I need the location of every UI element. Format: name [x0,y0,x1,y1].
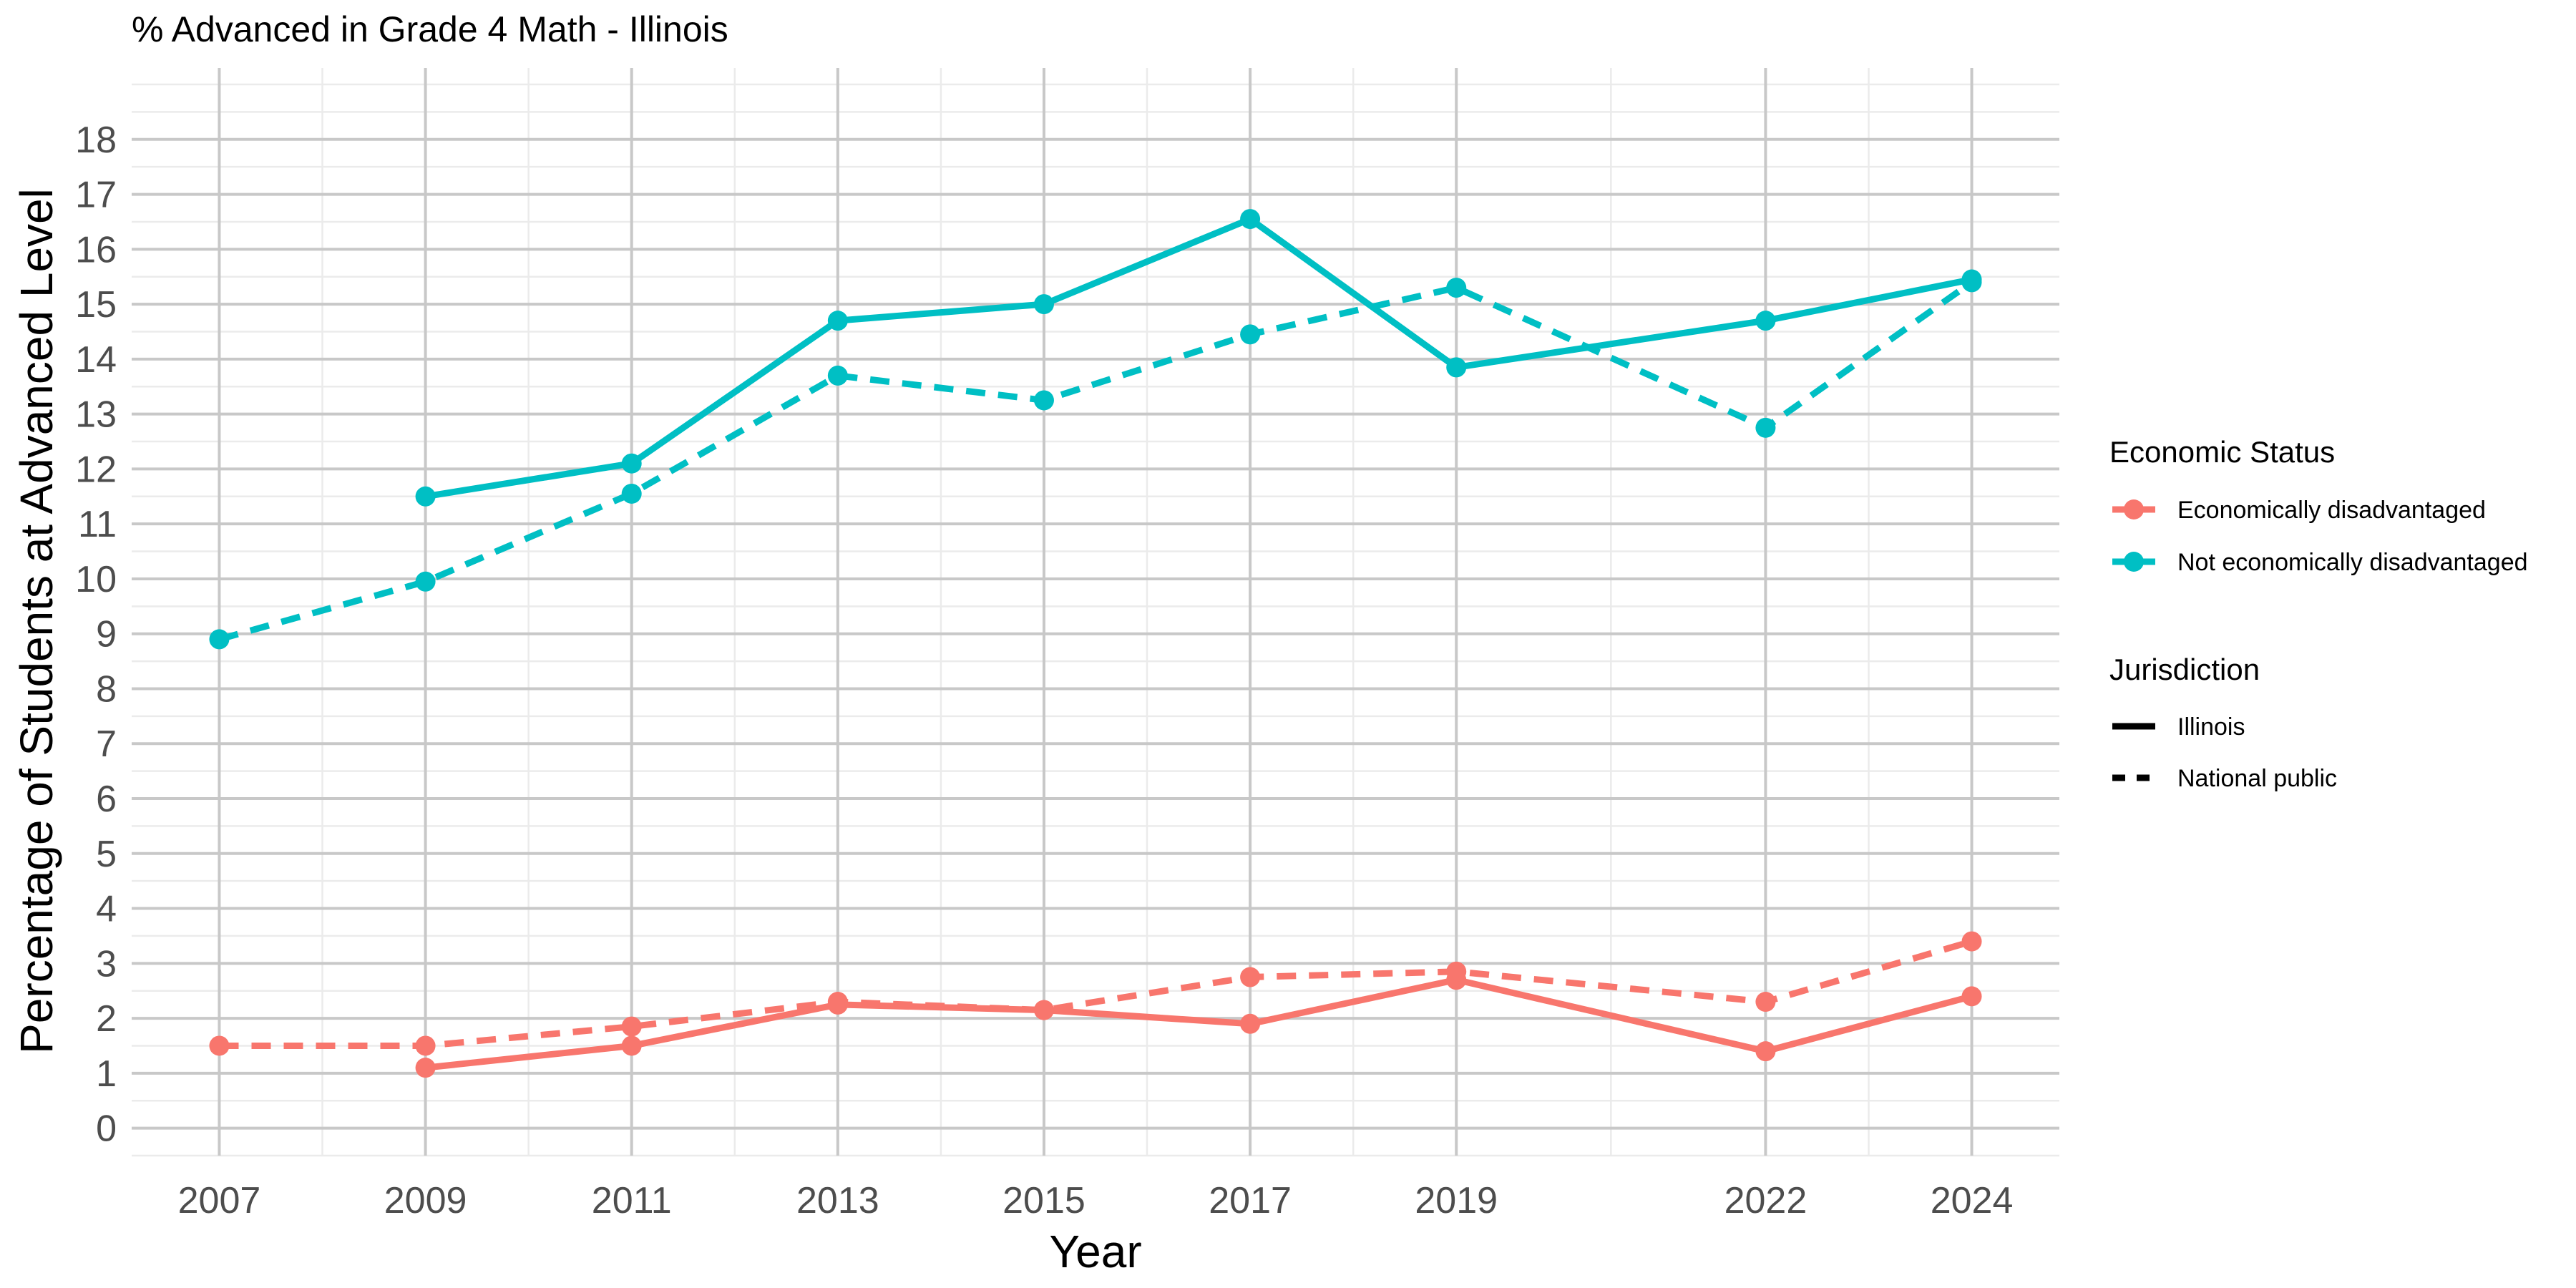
legend-key-point [2124,552,2144,572]
legend-label-not-economically-disadvantaged: Not economically disadvantaged [2177,549,2528,576]
x-tick-label: 2007 [178,1180,261,1221]
data-point-economically-disadvantaged-national-public [827,992,848,1013]
data-point-economically-disadvantaged-national-public [415,1035,436,1056]
data-point-not-economically-disadvantaged-illinois [415,486,436,507]
legend-title-jurisdiction: Jurisdiction [2109,653,2260,686]
data-point-not-economically-disadvantaged-illinois [1033,294,1054,315]
legend-line-keys [2112,723,2155,781]
x-tick-label: 2017 [1209,1180,1292,1221]
y-tick-label: 5 [96,834,117,875]
y-tick-label: 7 [96,723,117,765]
y-tick-label: 12 [75,449,117,490]
y-tick-label: 16 [75,229,117,270]
x-tick-label: 2011 [592,1180,672,1221]
data-point-economically-disadvantaged-national-public [621,1016,642,1037]
y-tick-label: 0 [96,1108,117,1150]
y-tick-label: 18 [75,119,117,161]
y-tick-label: 10 [75,559,117,600]
legend: Economic Status Economically disadvantag… [2109,435,2528,792]
series-line-not-economically-disadvantaged-illinois [424,215,1973,500]
y-tick-label: 13 [75,394,117,436]
data-point-not-economically-disadvantaged-national-public [1033,390,1054,411]
legend-label-economically-disadvantaged: Economically disadvantaged [2177,497,2486,524]
data-point-economically-disadvantaged-national-public [1240,967,1261,987]
x-axis-title: Year [1049,1226,1141,1277]
x-tick-label: 2009 [384,1180,467,1221]
y-tick-label: 11 [78,504,117,545]
data-point-not-economically-disadvantaged-national-public [415,571,436,592]
x-tick-label: 2015 [1002,1180,1085,1221]
legend-label-illinois: Illinois [2177,713,2245,741]
major-gridlines [132,68,2059,1156]
data-point-not-economically-disadvantaged-national-public [209,629,230,650]
data-point-not-economically-disadvantaged-illinois [1755,311,1776,331]
y-tick-label: 6 [96,779,117,820]
data-point-not-economically-disadvantaged-national-public [1961,272,1982,293]
x-axis-ticks: 2007 2009 2011 2013 2015 2017 2019 2022 2024 [178,1180,2014,1221]
y-tick-label: 14 [75,339,117,381]
data-point-not-economically-disadvantaged-national-public [1755,417,1776,438]
y-tick-label: 17 [75,175,117,216]
data-point-not-economically-disadvantaged-illinois [621,453,642,474]
legend-title-economic-status: Economic Status [2109,435,2335,469]
y-tick-label: 9 [96,614,117,655]
data-point-economically-disadvantaged-illinois [1240,1013,1261,1034]
data-point-economically-disadvantaged-national-public [1755,992,1776,1013]
data-point-not-economically-disadvantaged-national-public [1446,278,1467,298]
legend-color-keys [2112,499,2155,572]
data-point-economically-disadvantaged-illinois [621,1035,642,1056]
series-line-economically-disadvantaged-national-public [219,938,1973,1049]
data-point-not-economically-disadvantaged-national-public [621,483,642,504]
chart-title: % Advanced in Grade 4 Math - Illinois [132,9,728,49]
data-point-economically-disadvantaged-illinois [415,1058,436,1078]
data-point-economically-disadvantaged-national-public [209,1035,230,1056]
x-tick-label: 2024 [1931,1180,2014,1221]
data-point-economically-disadvantaged-illinois [1961,986,1982,1007]
x-tick-label: 2013 [796,1180,879,1221]
y-tick-label: 1 [96,1053,117,1095]
data-point-not-economically-disadvantaged-illinois [827,311,848,331]
series-line-not-economically-disadvantaged-national-public [218,279,1974,643]
y-tick-label: 8 [96,668,117,710]
y-tick-label: 3 [96,943,117,985]
data-point-economically-disadvantaged-national-public [1446,961,1467,982]
legend-label-national-public: National public [2177,765,2337,792]
series-layer [209,209,1982,1078]
minor-gridlines [132,68,2059,1157]
x-tick-label: 2022 [1724,1180,1807,1221]
y-tick-label: 2 [96,998,117,1040]
data-point-not-economically-disadvantaged-national-public [1240,324,1261,345]
y-axis-title: Percentage of Students at Advanced Level [11,188,62,1054]
data-point-economically-disadvantaged-national-public [1961,931,1982,952]
data-point-economically-disadvantaged-illinois [1755,1041,1776,1062]
legend-key-point [2124,499,2144,519]
data-point-not-economically-disadvantaged-illinois [1240,209,1261,230]
data-point-not-economically-disadvantaged-national-public [827,365,848,386]
x-tick-label: 2019 [1415,1180,1498,1221]
y-tick-label: 4 [96,889,117,930]
data-point-economically-disadvantaged-national-public [1033,1000,1054,1020]
series-line-economically-disadvantaged-illinois [425,976,1973,1071]
y-tick-label: 15 [75,284,117,326]
data-point-not-economically-disadvantaged-illinois [1446,357,1467,378]
